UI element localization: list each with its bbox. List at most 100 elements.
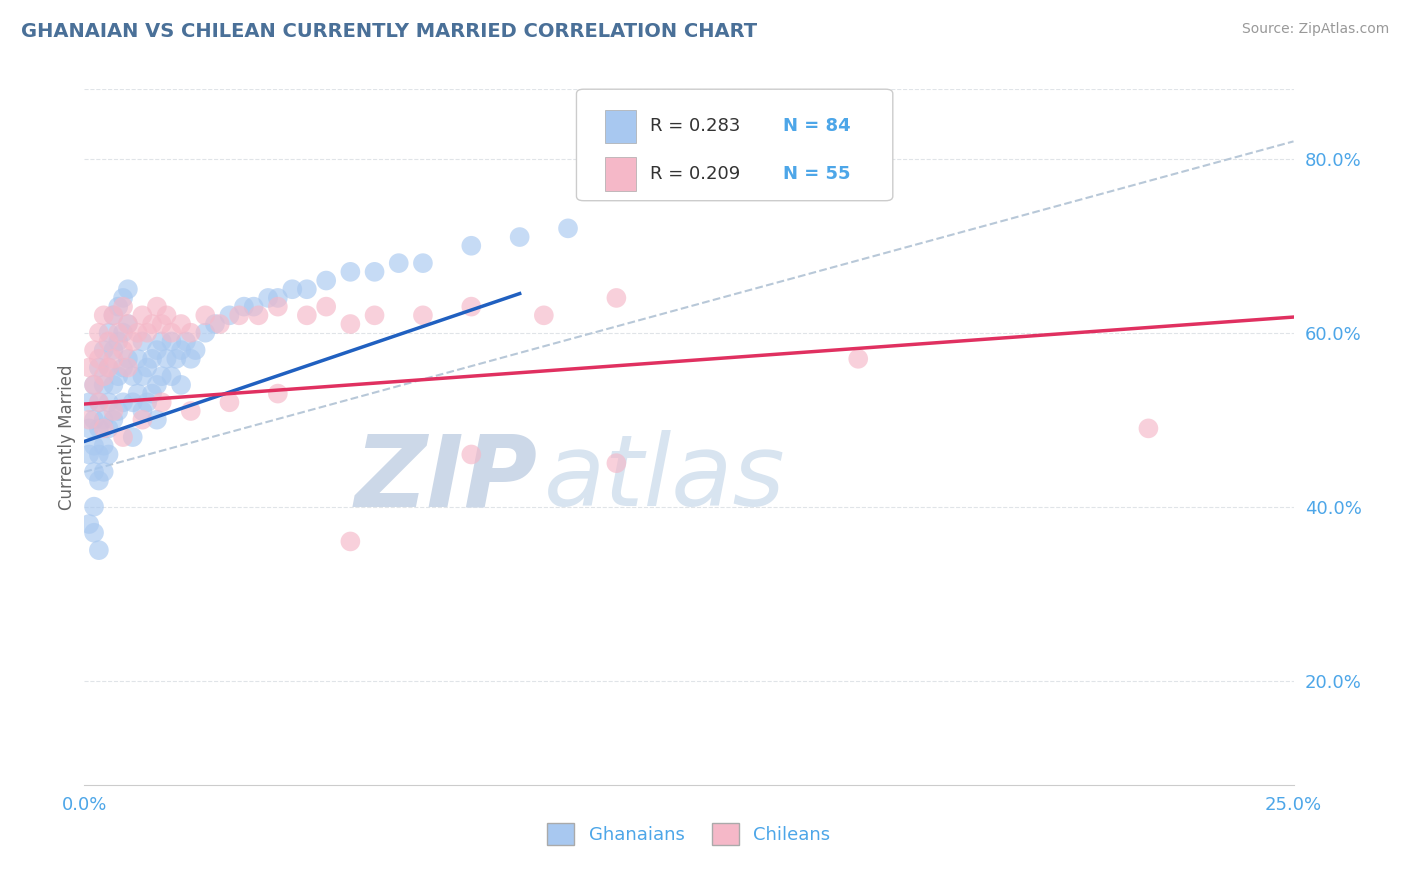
Point [131, 309, 153, 323]
Point [103, 343, 125, 358]
Point [295, 309, 318, 323]
Point [131, 369, 153, 384]
Point [180, 351, 202, 366]
Point [281, 282, 304, 296]
Point [150, 369, 173, 384]
Text: atlas: atlas [544, 430, 786, 527]
Text: GHANAIAN VS CHILEAN CURRENTLY MARRIED CORRELATION CHART: GHANAIAN VS CHILEAN CURRENTLY MARRIED CO… [21, 22, 758, 41]
Point [247, 309, 270, 323]
Point [146, 343, 169, 358]
Point [117, 317, 139, 331]
Point [87, 421, 110, 435]
Point [83, 412, 105, 426]
Point [204, 317, 226, 331]
Point [339, 534, 361, 549]
Point [93, 439, 115, 453]
Point [83, 439, 105, 453]
Point [160, 326, 183, 340]
Point [77, 516, 100, 531]
Point [77, 412, 100, 426]
Point [127, 326, 149, 340]
Point [170, 343, 193, 358]
Point [112, 395, 135, 409]
Point [93, 377, 115, 392]
Text: N = 84: N = 84 [783, 118, 851, 136]
Point [155, 309, 177, 323]
Point [533, 309, 555, 323]
Point [93, 412, 115, 426]
Point [121, 430, 143, 444]
Point [180, 404, 202, 418]
Point [97, 326, 120, 340]
Point [1137, 421, 1160, 435]
Point [184, 343, 207, 358]
Point [257, 291, 280, 305]
Point [77, 447, 100, 462]
Point [412, 256, 434, 270]
Point [131, 334, 153, 349]
Point [165, 351, 187, 366]
Point [170, 377, 193, 392]
Point [93, 421, 115, 435]
Point [267, 386, 290, 401]
Point [412, 309, 434, 323]
Text: R = 0.283: R = 0.283 [650, 118, 740, 136]
Point [460, 300, 482, 314]
Point [117, 317, 139, 331]
Point [93, 369, 115, 384]
Point [127, 351, 149, 366]
Point [97, 421, 120, 435]
Point [460, 447, 482, 462]
Point [103, 404, 125, 418]
Point [83, 343, 105, 358]
Point [112, 430, 135, 444]
Point [295, 282, 318, 296]
Point [315, 273, 337, 287]
Point [150, 395, 173, 409]
Point [136, 360, 159, 375]
Point [339, 317, 361, 331]
Point [605, 456, 627, 470]
Point [87, 395, 110, 409]
Text: R = 0.209: R = 0.209 [650, 165, 740, 183]
Point [93, 309, 115, 323]
Point [146, 412, 169, 426]
Point [83, 465, 105, 479]
Point [112, 360, 135, 375]
Point [77, 421, 100, 435]
Point [557, 221, 579, 235]
Point [83, 377, 105, 392]
Point [103, 377, 125, 392]
Point [131, 412, 153, 426]
Point [460, 238, 482, 253]
Point [83, 525, 105, 540]
Point [363, 309, 385, 323]
Point [174, 334, 197, 349]
Point [87, 447, 110, 462]
Point [150, 317, 173, 331]
Point [97, 334, 120, 349]
Point [194, 326, 217, 340]
Point [97, 395, 120, 409]
Point [83, 500, 105, 514]
Point [112, 291, 135, 305]
Point [107, 334, 129, 349]
Point [87, 543, 110, 558]
Point [194, 309, 217, 323]
Point [160, 334, 183, 349]
Point [339, 265, 361, 279]
Point [87, 395, 110, 409]
Point [141, 317, 163, 331]
Point [87, 474, 110, 488]
Point [83, 377, 105, 392]
Point [155, 351, 177, 366]
Point [146, 377, 169, 392]
Point [107, 326, 129, 340]
Point [233, 300, 256, 314]
Point [107, 300, 129, 314]
Point [121, 334, 143, 349]
Point [97, 447, 120, 462]
Point [846, 351, 869, 366]
Point [180, 326, 202, 340]
Point [228, 309, 250, 323]
